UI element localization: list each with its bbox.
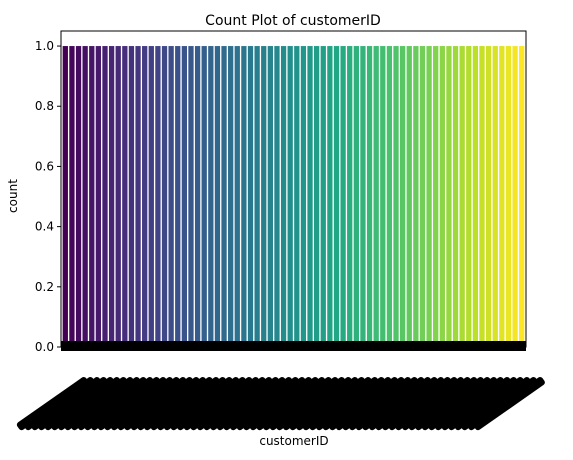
bar [479,46,485,348]
bar [62,46,68,348]
y-tick-label: 0.6 [35,159,54,173]
bar [399,46,406,348]
bar [300,46,307,348]
bar [505,46,512,348]
x-tick-label [473,377,545,431]
bar [82,46,88,348]
y-tick-label: 0.8 [35,99,54,113]
x-tick-labels [16,341,545,431]
bar [214,46,221,348]
bar [267,46,273,348]
bar [459,46,465,348]
bar [307,46,313,348]
bar [155,46,161,348]
bar [485,46,492,348]
bar [413,46,419,348]
bar [115,46,121,348]
plot-frame [60,30,527,348]
bar [287,46,293,348]
bar [201,46,207,348]
bar [426,46,432,348]
bar [241,46,247,348]
bar [234,46,240,348]
bar [380,46,386,348]
bar [492,46,498,348]
bar [122,46,128,348]
bar [95,46,102,348]
bar [519,46,525,348]
bar [446,46,452,348]
bars-group [62,46,525,348]
bar [419,46,426,348]
bar [327,46,333,348]
bar [274,46,280,348]
bar [194,46,201,348]
bar [340,46,346,348]
bar [75,46,82,348]
bar [406,46,412,348]
bar [333,46,340,348]
bar [142,46,148,348]
bar [135,46,141,348]
bar [433,46,439,348]
x-tick-band [61,341,526,351]
bar [161,46,168,348]
y-tick-label: 0.2 [35,280,54,294]
bar [261,46,267,348]
bar [228,46,234,348]
bar [128,46,135,348]
bar [208,46,214,348]
y-axis-ticks: 0.0 0.2 0.4 0.6 0.8 1.0 [35,39,61,354]
bar [69,46,75,348]
bar [314,46,320,348]
bar [439,46,445,348]
bar [89,46,95,348]
bar [280,46,287,348]
bar [175,46,181,348]
bar [373,46,379,348]
bar [472,46,479,348]
chart-title: Count Plot of customerID [205,13,381,29]
bar [347,46,353,348]
bar [108,46,115,348]
bar [466,46,472,348]
bar [320,46,326,348]
bar [366,46,373,348]
bar [247,46,254,348]
y-axis-label: count [6,179,20,213]
bar [168,46,174,348]
y-tick-label: 0.4 [35,220,54,234]
bar [386,46,393,348]
x-axis-label: customerID [259,434,328,448]
bar [188,46,194,348]
bar [181,46,188,348]
bar [294,46,300,348]
bar [452,46,459,348]
bar [499,46,505,348]
bar [393,46,399,348]
bar [512,46,518,348]
y-tick-label: 1.0 [35,39,54,53]
bar [360,46,366,348]
bar [254,46,260,348]
bar [221,46,227,348]
y-tick-label: 0.0 [35,340,54,354]
bar [353,46,359,348]
bar [102,46,108,348]
bar [148,46,154,348]
